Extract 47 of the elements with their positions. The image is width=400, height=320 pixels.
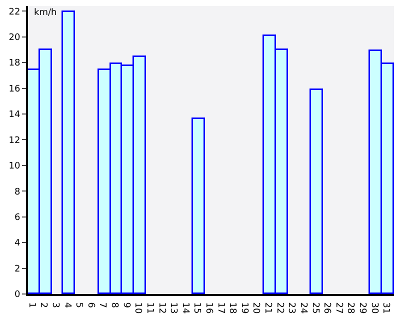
x-tick-label: 15 [192,302,202,314]
x-tick-label: 26 [322,302,332,314]
x-tick-label: 2 [38,302,48,308]
bar [62,10,75,294]
x-tick-label: 25 [310,302,320,314]
bar [310,88,323,294]
x-tick-label: 11 [144,302,154,314]
y-tick-label: 2 [14,264,20,274]
x-tick-label: 4 [62,302,72,308]
x-tick-label: 24 [298,302,308,314]
x-tick-label: 18 [227,302,238,314]
x-tick-label: 7 [97,302,108,308]
x-tick-label: 21 [262,302,273,314]
y-tick-label: 14 [8,110,20,120]
x-tick-label: 23 [286,302,296,314]
x-tick-label: 22 [274,302,284,314]
y-tick-label: 6 [14,213,20,224]
y-axis-title: km/h [34,8,57,18]
y-tick-label: 8 [14,187,20,198]
x-tick-label: 6 [85,302,96,308]
x-tick-label: 16 [204,302,214,314]
y-tick-label: 12 [8,136,20,146]
x-tick-label: 17 [215,302,226,314]
x-tick-label: 13 [168,302,178,314]
y-tick-label: 22 [8,7,20,18]
x-tick-label: 29 [356,302,367,314]
y-tick-label: 18 [8,58,20,69]
y-tick-label: 10 [8,162,20,172]
y-tick-label: 20 [8,33,20,44]
y-tick-label: 16 [8,84,20,94]
x-tick-label: 31 [380,302,391,314]
x-tick-label: 19 [238,302,249,314]
bar [192,118,205,294]
x-tick-label: 30 [368,302,379,314]
x-tick-label: 9 [120,302,131,308]
x-tick-label: 3 [50,302,60,308]
x-tick-label: 28 [345,302,356,314]
x-tick-label: 10 [132,302,143,314]
x-tick-label: 1 [26,302,36,308]
x-tick-label: 14 [180,302,190,314]
x-tick-label: 8 [109,302,120,308]
x-tick-label: 27 [333,302,344,314]
x-tick-label: 12 [156,302,166,314]
x-tick-label: 5 [74,302,84,308]
y-tick-label: 0 [14,290,20,300]
y-tick-label: 4 [14,238,20,249]
x-tick-label: 20 [250,302,261,314]
